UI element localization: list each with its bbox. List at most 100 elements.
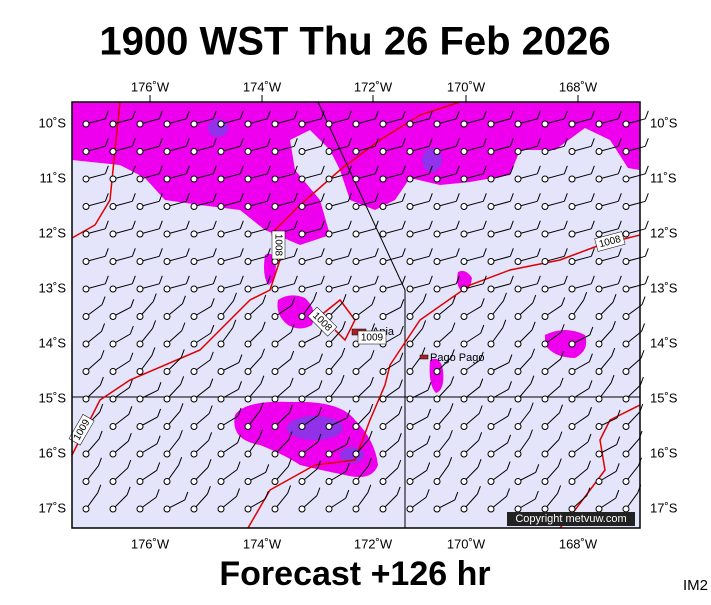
barb-feather bbox=[617, 165, 622, 174]
barb-station bbox=[163, 120, 171, 128]
barb-feather bbox=[559, 377, 564, 387]
barb-station bbox=[406, 478, 414, 485]
barb-feather bbox=[290, 324, 295, 333]
lat-label: 12˚S bbox=[39, 225, 67, 240]
barb-station bbox=[514, 120, 522, 128]
barb-station bbox=[568, 505, 576, 513]
lat-label: 17˚S bbox=[39, 500, 67, 515]
barb-feather bbox=[316, 487, 321, 496]
barb-feather bbox=[341, 347, 346, 357]
barb-feather bbox=[347, 248, 352, 257]
barb-feather bbox=[374, 138, 379, 147]
barb-station bbox=[568, 368, 576, 375]
map-frame bbox=[71, 101, 641, 529]
barb-station bbox=[190, 423, 198, 430]
barb-station bbox=[406, 120, 414, 128]
barb-station bbox=[325, 285, 333, 293]
barb-station bbox=[163, 423, 171, 430]
barb-station bbox=[460, 120, 468, 128]
barb-feather bbox=[206, 485, 211, 495]
barb-station bbox=[460, 148, 468, 155]
barb-feather bbox=[612, 294, 617, 303]
barb-feather bbox=[266, 110, 271, 119]
barb-feather bbox=[502, 319, 507, 328]
barb-station bbox=[541, 203, 549, 210]
barb-feather bbox=[101, 323, 106, 332]
barb-station bbox=[217, 230, 225, 238]
barb-feather bbox=[209, 351, 214, 361]
barb-station bbox=[190, 175, 198, 183]
barb-feather bbox=[428, 138, 433, 147]
barb-station bbox=[325, 175, 333, 183]
barb-feather bbox=[589, 326, 594, 336]
barb-station bbox=[298, 230, 306, 238]
barb-station bbox=[622, 395, 630, 403]
barb-station bbox=[163, 148, 171, 155]
barb-feather bbox=[531, 348, 535, 357]
barb-station bbox=[622, 450, 630, 458]
barb-station bbox=[460, 230, 468, 238]
barb-station bbox=[109, 258, 117, 265]
barb-station bbox=[244, 478, 252, 485]
barb-station bbox=[514, 505, 522, 513]
barb-station bbox=[406, 258, 414, 265]
barb-feather bbox=[454, 491, 459, 501]
barb-feather bbox=[126, 486, 131, 496]
barb-feather bbox=[563, 248, 568, 257]
barb-feather bbox=[237, 434, 242, 443]
barb-feather bbox=[156, 462, 161, 471]
barb-station bbox=[82, 285, 90, 293]
barb-feather bbox=[131, 193, 136, 202]
barb-station bbox=[244, 203, 252, 210]
lat-label: 16˚S bbox=[39, 445, 67, 460]
barb-station bbox=[163, 313, 171, 320]
barb-station bbox=[190, 368, 198, 375]
barb-feather bbox=[185, 138, 190, 147]
barb-station bbox=[190, 120, 198, 128]
barb-station bbox=[109, 120, 117, 128]
lon-label: 174˚W bbox=[243, 536, 282, 551]
barb-feather bbox=[397, 459, 402, 469]
barb-station bbox=[406, 313, 414, 320]
barb-station bbox=[217, 340, 225, 348]
barb-station bbox=[352, 203, 360, 210]
barb-feather bbox=[428, 275, 433, 284]
barb-station bbox=[541, 450, 549, 458]
barb-feather bbox=[127, 459, 132, 469]
barb-feather bbox=[129, 352, 134, 361]
barb-station bbox=[487, 203, 495, 210]
barb-feather bbox=[185, 248, 190, 257]
barb-station bbox=[325, 395, 333, 403]
axis-labels: 176˚W 176˚W 174˚W 174˚W 172˚W 172˚W 170˚W 170˚W… bbox=[39, 79, 678, 551]
barb-station bbox=[298, 368, 306, 375]
barb-feather bbox=[587, 433, 592, 443]
barb-feather bbox=[588, 380, 593, 389]
barb-station bbox=[244, 258, 252, 265]
barb-feather bbox=[185, 110, 190, 119]
barb-station bbox=[541, 395, 549, 403]
barb-feather bbox=[239, 275, 244, 284]
barb-feather bbox=[610, 374, 615, 384]
barb-feather bbox=[104, 138, 109, 147]
barb-feather bbox=[559, 404, 563, 413]
barb-feather bbox=[180, 349, 185, 358]
barb-station bbox=[271, 120, 279, 128]
barb-feather bbox=[482, 138, 487, 147]
barb-feather bbox=[478, 405, 483, 414]
lat-label: 12˚S bbox=[650, 225, 678, 240]
barb-station bbox=[379, 368, 387, 375]
barb-feather bbox=[536, 138, 541, 147]
barb-feather bbox=[449, 403, 454, 412]
barb-feather bbox=[374, 275, 379, 284]
barb-station bbox=[298, 285, 306, 293]
barb-feather bbox=[293, 110, 298, 119]
barb-station bbox=[406, 450, 414, 458]
barb-station bbox=[352, 258, 360, 265]
barb-station bbox=[460, 395, 468, 403]
barb-station bbox=[109, 203, 117, 210]
barb-station bbox=[298, 148, 306, 155]
lon-label: 174˚W bbox=[243, 79, 282, 94]
barb-station bbox=[433, 450, 441, 458]
barb-feather bbox=[293, 193, 298, 202]
barb-feather bbox=[425, 489, 430, 498]
